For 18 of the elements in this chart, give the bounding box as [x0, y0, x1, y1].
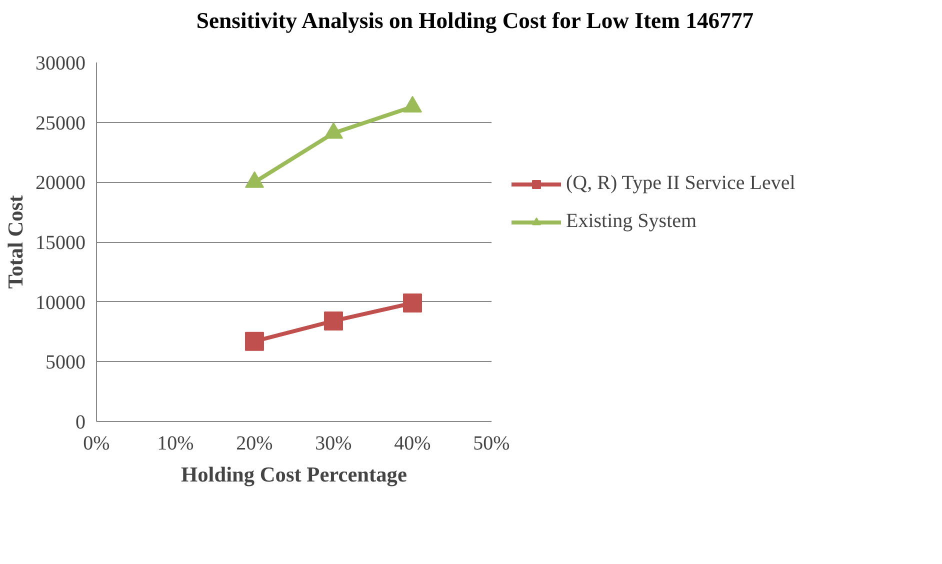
- x-tick-label: 50%: [473, 432, 510, 455]
- legend-label: (Q, R) Type II Service Level: [566, 172, 796, 196]
- x-tick-label: 0%: [83, 432, 110, 455]
- y-tick-label: 30000: [36, 52, 86, 75]
- x-tick-label: 30%: [315, 432, 352, 455]
- x-axis-title: Holding Cost Percentage: [181, 462, 407, 487]
- x-tick-label: 20%: [236, 432, 273, 455]
- y-tick-label: 25000: [36, 112, 86, 135]
- chart-title: Sensitivity Analysis on Holding Cost for Low Item 146777: [196, 7, 754, 35]
- y-tick-label: 10000: [36, 292, 86, 314]
- y-tick-label: 15000: [36, 232, 86, 254]
- y-tick-label: 5000: [46, 352, 86, 374]
- x-tick-label: 40%: [394, 432, 431, 455]
- legend-label: Existing System: [566, 210, 697, 234]
- y-axis-title: Total Cost: [4, 194, 28, 290]
- x-tick-label: 10%: [157, 432, 194, 455]
- y-tick-label: 20000: [36, 172, 86, 195]
- y-tick-label: 0: [76, 412, 86, 434]
